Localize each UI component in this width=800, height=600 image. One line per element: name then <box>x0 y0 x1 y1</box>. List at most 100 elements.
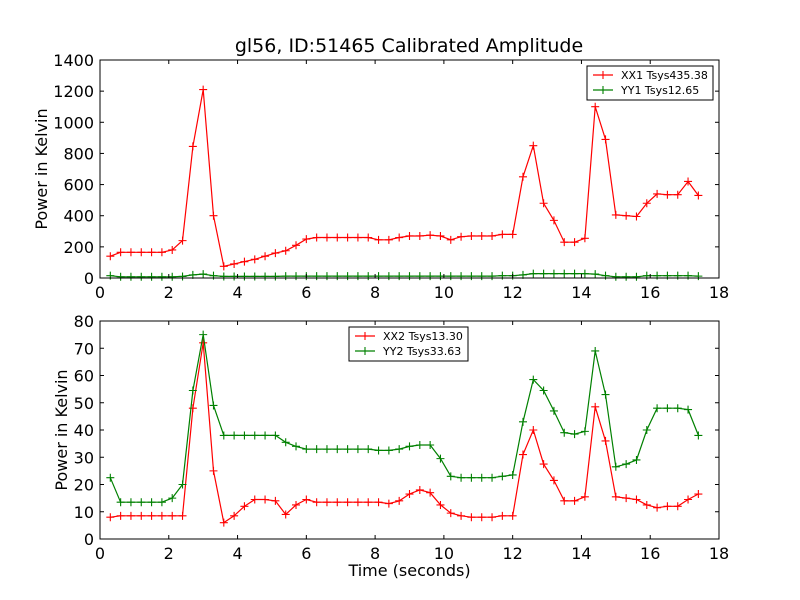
top-series-2-point <box>539 269 548 278</box>
bottom-series-2-point <box>529 375 538 384</box>
top-series-2-point <box>477 272 486 281</box>
top-series-1-point <box>436 231 445 240</box>
top-series-1-point <box>426 231 435 240</box>
bottom-series-1-point <box>622 494 631 503</box>
top-series-1-line <box>110 89 699 268</box>
bottom-series-1-point <box>611 492 620 501</box>
top-x-tick-label: 10 <box>434 283 454 302</box>
top-y-tick-label: 600 <box>63 176 94 195</box>
top-series-1-point <box>467 231 476 240</box>
bottom-series-2-point <box>601 390 610 399</box>
bottom-legend-box <box>348 326 469 362</box>
top-series-1-point <box>271 249 280 258</box>
top-x-tick-label: 2 <box>164 283 174 302</box>
bottom-series-1-point <box>126 511 135 520</box>
bottom-series-2-point <box>261 431 270 440</box>
top-series-2-point <box>333 272 342 281</box>
top-series-1-point <box>560 238 569 247</box>
bottom-x-tick-label: 0 <box>95 544 105 563</box>
top-series-1-point <box>292 241 301 250</box>
top-series-1-point <box>539 199 548 208</box>
bottom-series-2-point <box>570 430 579 439</box>
top-series-2-point <box>580 269 589 278</box>
top-series-1-point <box>395 233 404 242</box>
bottom-series-2-point <box>549 406 558 415</box>
bottom-series-1-point <box>106 513 115 522</box>
bottom-series-1-point <box>219 518 228 527</box>
top-series-2-point <box>374 272 383 281</box>
bottom-series-2-point <box>426 440 435 449</box>
top-series-2-point <box>271 272 280 281</box>
top-series-1-point <box>415 231 424 240</box>
bottom-series-2-line <box>109 334 699 503</box>
bottom-series-1-point <box>281 510 290 519</box>
bottom-series-2-point <box>116 498 125 507</box>
top-series-2-point <box>353 272 362 281</box>
bottom-series-2-point <box>498 472 507 481</box>
top-x-tick-label: 4 <box>232 283 242 302</box>
top-x-tick-label: 8 <box>370 283 380 302</box>
bottom-series-1-point <box>467 513 476 522</box>
top-series-1-point <box>157 248 166 257</box>
bottom-series-1-point <box>271 496 280 505</box>
top-series-1-point <box>488 231 497 240</box>
top-series-1-point <box>188 142 197 151</box>
bottom-series-1-point <box>560 496 569 505</box>
bottom-series-1-point <box>322 498 331 507</box>
top-series-2-point <box>405 272 414 281</box>
top-series-1-point <box>209 211 218 220</box>
top-series-1-point <box>302 235 311 244</box>
bottom-y-tick-label: 60 <box>74 367 94 386</box>
top-legend-box <box>586 65 714 101</box>
top-series-2-point <box>488 272 497 281</box>
bottom-series-2-point <box>147 498 156 507</box>
top-series-1-point <box>240 257 249 266</box>
bottom-chart: 0 2 4 6 8 10 12 14 16 18 0 10 20 30 40 50 60 70 80 Power in… <box>52 312 729 580</box>
top-legend-marker-1 <box>599 71 607 79</box>
bottom-series-2-point <box>322 445 331 454</box>
top-series-2-point <box>261 272 270 281</box>
bottom-series-1-point <box>302 495 311 504</box>
bottom-series-2-point <box>622 460 631 469</box>
bottom-series-2-point <box>673 404 682 413</box>
bottom-series-2-point <box>188 386 197 395</box>
bottom-y-tick-label: 40 <box>74 421 94 440</box>
bottom-series-1-point <box>477 513 486 522</box>
top-series-2-point <box>157 272 166 281</box>
top-series-2-point <box>426 272 435 281</box>
bottom-series-1-point <box>426 488 435 497</box>
bottom-series-2-point <box>580 427 589 436</box>
bottom-series-2-point <box>467 473 476 482</box>
bottom-series-1-point <box>188 404 197 413</box>
top-legend-label-2: YY1 Tsys12.65 <box>620 84 699 97</box>
top-series-2-point <box>591 270 600 279</box>
bottom-series-2-point <box>539 386 548 395</box>
bottom-series-1-point <box>488 513 497 522</box>
bottom-series-1-point <box>653 503 662 512</box>
top-series-1-point <box>642 199 651 208</box>
top-series-1-point <box>353 233 362 242</box>
bottom-series-2-point <box>415 440 424 449</box>
top-series-1-point <box>178 236 187 245</box>
bottom-series-2-point <box>199 330 208 339</box>
top-series-1-point <box>446 235 455 244</box>
top-series-1-point <box>673 190 682 199</box>
bottom-series-2-point <box>168 494 177 503</box>
top-series-1-point <box>622 211 631 220</box>
bottom-series-2-point <box>642 426 651 434</box>
top-series-1-point <box>591 102 600 111</box>
top-series-1-point <box>126 248 135 257</box>
bottom-series-1-point <box>673 502 682 511</box>
bottom-series-1-point <box>116 511 125 520</box>
top-series-1-point <box>632 212 641 221</box>
top-series-2-point <box>549 269 558 278</box>
top-series-2-point <box>622 272 631 281</box>
top-series-1-point <box>694 191 703 200</box>
bottom-series-1-point <box>457 511 466 520</box>
top-series-2-point <box>611 272 620 281</box>
bottom-series-2-point <box>653 404 662 413</box>
bottom-series-2-point <box>137 498 146 507</box>
bottom-series-2-point <box>250 431 259 440</box>
bottom-series-2-point <box>106 473 115 482</box>
bottom-series-1-point <box>498 511 507 520</box>
